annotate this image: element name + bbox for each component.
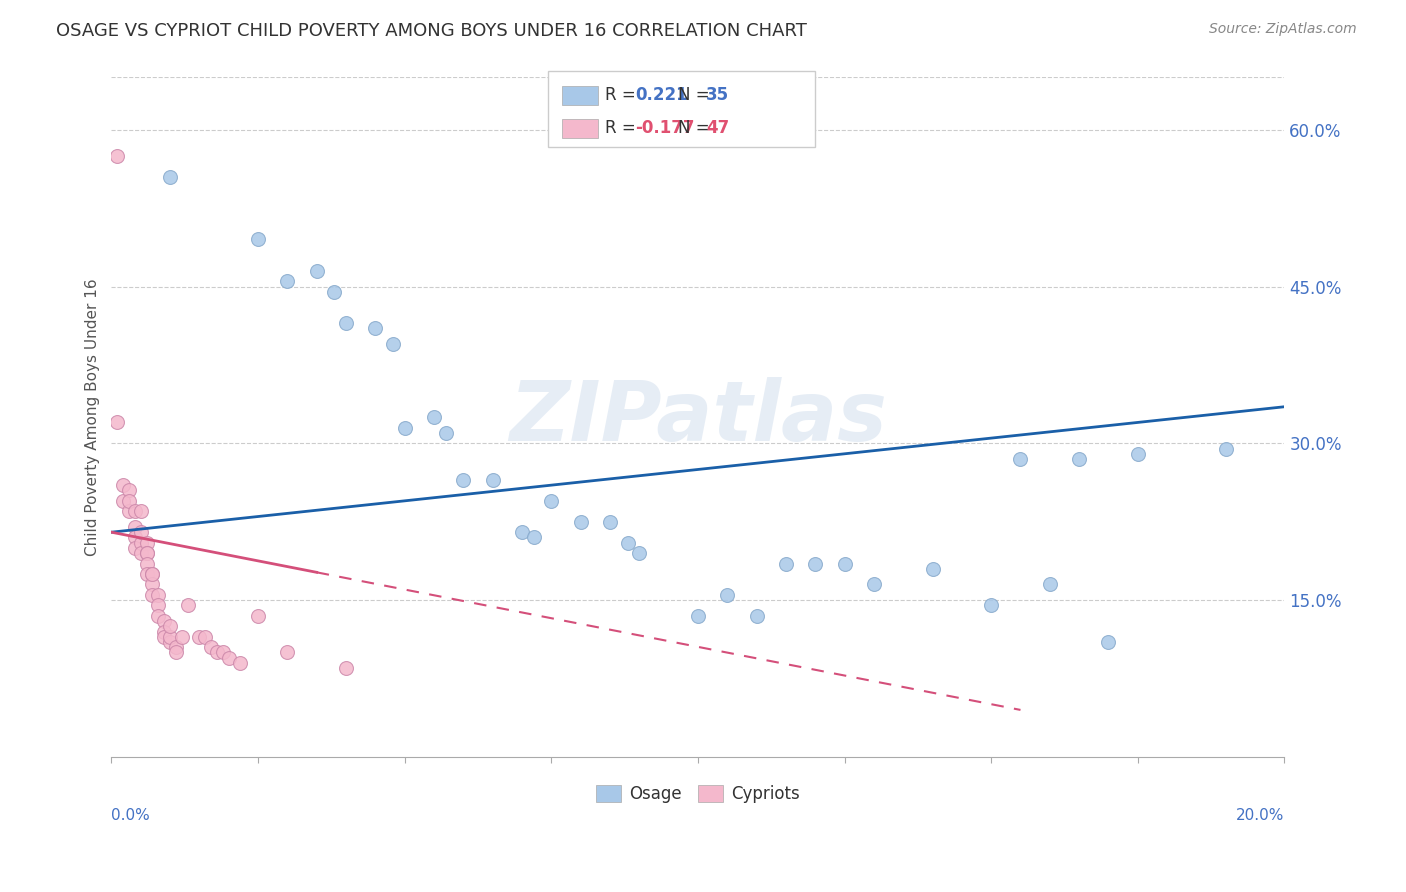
Text: ZIPatlas: ZIPatlas: [509, 376, 887, 458]
Point: [628, 546, 651, 560]
Point: [453, 473, 475, 487]
Text: N =: N =: [678, 87, 714, 104]
Point: [863, 577, 886, 591]
Point: [165, 640, 187, 655]
Text: 0.0%: 0.0%: [111, 808, 150, 823]
Point: [599, 515, 621, 529]
Point: [510, 525, 533, 540]
Point: [523, 530, 546, 544]
Point: [980, 599, 1002, 613]
Point: [218, 650, 240, 665]
Point: [481, 473, 503, 487]
Point: [141, 567, 163, 582]
Point: [165, 645, 187, 659]
Point: [335, 316, 357, 330]
Point: [423, 410, 446, 425]
Point: [118, 504, 141, 518]
Point: [135, 557, 157, 571]
Point: [745, 608, 768, 623]
Text: R =: R =: [605, 87, 641, 104]
Point: [148, 588, 170, 602]
Point: [118, 483, 141, 498]
Point: [540, 493, 562, 508]
Point: [1010, 452, 1032, 467]
Point: [775, 557, 797, 571]
Point: [141, 577, 163, 591]
Point: [141, 567, 163, 582]
Point: [569, 515, 592, 529]
Point: [804, 557, 827, 571]
Point: [153, 630, 176, 644]
Point: [1097, 635, 1119, 649]
Legend: Osage, Cypriots: Osage, Cypriots: [589, 779, 807, 810]
Point: [247, 608, 270, 623]
Point: [129, 525, 152, 540]
Point: [211, 645, 233, 659]
Point: [205, 645, 228, 659]
Point: [135, 567, 157, 582]
Point: [276, 645, 298, 659]
Point: [200, 640, 222, 655]
Point: [188, 630, 211, 644]
Point: [153, 614, 176, 628]
Text: N =: N =: [678, 120, 714, 137]
Point: [135, 546, 157, 560]
Point: [364, 321, 387, 335]
Point: [153, 624, 176, 639]
Text: -0.177: -0.177: [636, 120, 695, 137]
Point: [105, 149, 128, 163]
Point: [159, 619, 181, 633]
Text: OSAGE VS CYPRIOT CHILD POVERTY AMONG BOYS UNDER 16 CORRELATION CHART: OSAGE VS CYPRIOT CHILD POVERTY AMONG BOY…: [56, 22, 807, 40]
Text: 47: 47: [706, 120, 730, 137]
Point: [381, 337, 404, 351]
Point: [129, 504, 152, 518]
Point: [686, 608, 709, 623]
Point: [159, 169, 181, 184]
Point: [176, 599, 198, 613]
Point: [124, 520, 146, 534]
Point: [135, 546, 157, 560]
Point: [1069, 452, 1091, 467]
Point: [1039, 577, 1062, 591]
Point: [716, 588, 738, 602]
Point: [1215, 442, 1237, 456]
Y-axis label: Child Poverty Among Boys Under 16: Child Poverty Among Boys Under 16: [86, 278, 100, 556]
Point: [124, 541, 146, 555]
Point: [118, 493, 141, 508]
Point: [141, 588, 163, 602]
Point: [129, 546, 152, 560]
Point: [105, 416, 128, 430]
Point: [129, 535, 152, 549]
Point: [323, 285, 346, 299]
Text: 0.221: 0.221: [636, 87, 688, 104]
Point: [305, 264, 328, 278]
Point: [124, 530, 146, 544]
Point: [394, 420, 416, 434]
Point: [159, 635, 181, 649]
Point: [112, 493, 135, 508]
Point: [148, 608, 170, 623]
Text: Source: ZipAtlas.com: Source: ZipAtlas.com: [1209, 22, 1357, 37]
Text: R =: R =: [605, 120, 641, 137]
Text: 20.0%: 20.0%: [1236, 808, 1285, 823]
Point: [170, 630, 193, 644]
Text: 35: 35: [706, 87, 728, 104]
Point: [276, 274, 298, 288]
Point: [194, 630, 217, 644]
Point: [1126, 447, 1149, 461]
Point: [616, 535, 638, 549]
Point: [112, 478, 135, 492]
Point: [921, 562, 943, 576]
Point: [335, 661, 357, 675]
Point: [148, 599, 170, 613]
Point: [834, 557, 856, 571]
Point: [159, 630, 181, 644]
Point: [434, 425, 457, 440]
Point: [229, 656, 252, 670]
Point: [124, 504, 146, 518]
Point: [247, 232, 270, 246]
Point: [135, 535, 157, 549]
